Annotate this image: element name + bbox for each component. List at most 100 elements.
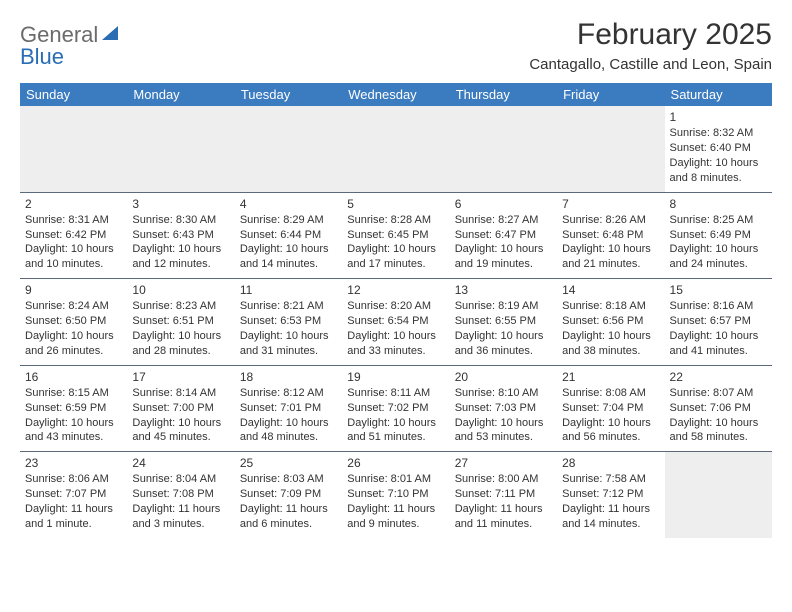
day-daylight2: and 48 minutes. — [240, 430, 337, 445]
day-number: 4 — [240, 196, 337, 212]
day-sunset: Sunset: 6:56 PM — [562, 314, 659, 329]
brand-word2: Blue — [20, 44, 64, 69]
sail-icon — [100, 24, 120, 46]
location-subtitle: Cantagallo, Castille and Leon, Spain — [529, 56, 772, 73]
day-daylight1: Daylight: 10 hours — [132, 242, 229, 257]
calendar-day-cell: 2Sunrise: 8:31 AMSunset: 6:42 PMDaylight… — [20, 192, 127, 279]
calendar-day-cell: 21Sunrise: 8:08 AMSunset: 7:04 PMDayligh… — [557, 365, 664, 452]
day-sunset: Sunset: 6:57 PM — [670, 314, 767, 329]
day-sunset: Sunset: 7:03 PM — [455, 401, 552, 416]
day-daylight2: and 10 minutes. — [25, 257, 122, 272]
day-sunrise: Sunrise: 8:27 AM — [455, 213, 552, 228]
brand-logo: General Blue — [20, 18, 120, 68]
calendar-day-cell: 12Sunrise: 8:20 AMSunset: 6:54 PMDayligh… — [342, 279, 449, 366]
calendar-week-row: 9Sunrise: 8:24 AMSunset: 6:50 PMDaylight… — [20, 279, 772, 366]
calendar-day-cell: 28Sunrise: 7:58 AMSunset: 7:12 PMDayligh… — [557, 452, 664, 538]
day-daylight1: Daylight: 10 hours — [25, 242, 122, 257]
day-number: 21 — [562, 369, 659, 385]
day-sunset: Sunset: 6:43 PM — [132, 228, 229, 243]
day-sunrise: Sunrise: 8:19 AM — [455, 299, 552, 314]
day-sunset: Sunset: 6:44 PM — [240, 228, 337, 243]
day-daylight1: Daylight: 10 hours — [670, 156, 767, 171]
day-number: 14 — [562, 282, 659, 298]
day-number: 11 — [240, 282, 337, 298]
calendar-day-cell: 16Sunrise: 8:15 AMSunset: 6:59 PMDayligh… — [20, 365, 127, 452]
day-sunrise: Sunrise: 8:11 AM — [347, 386, 444, 401]
day-sunrise: Sunrise: 8:08 AM — [562, 386, 659, 401]
day-sunrise: Sunrise: 8:06 AM — [25, 472, 122, 487]
day-header: Tuesday — [235, 83, 342, 106]
day-daylight1: Daylight: 10 hours — [25, 329, 122, 344]
day-daylight1: Daylight: 10 hours — [347, 242, 444, 257]
page-title: February 2025 — [529, 18, 772, 52]
day-daylight1: Daylight: 10 hours — [670, 416, 767, 431]
day-sunrise: Sunrise: 8:16 AM — [670, 299, 767, 314]
day-number: 5 — [347, 196, 444, 212]
calendar-day-cell: 18Sunrise: 8:12 AMSunset: 7:01 PMDayligh… — [235, 365, 342, 452]
day-daylight2: and 28 minutes. — [132, 344, 229, 359]
day-daylight2: and 53 minutes. — [455, 430, 552, 445]
day-number: 6 — [455, 196, 552, 212]
calendar-day-cell: 24Sunrise: 8:04 AMSunset: 7:08 PMDayligh… — [127, 452, 234, 538]
calendar-empty-cell — [20, 106, 127, 192]
day-daylight1: Daylight: 10 hours — [562, 329, 659, 344]
day-number: 13 — [455, 282, 552, 298]
calendar-week-row: 1Sunrise: 8:32 AMSunset: 6:40 PMDaylight… — [20, 106, 772, 192]
day-daylight1: Daylight: 10 hours — [455, 329, 552, 344]
day-sunrise: Sunrise: 8:10 AM — [455, 386, 552, 401]
calendar-day-cell: 23Sunrise: 8:06 AMSunset: 7:07 PMDayligh… — [20, 452, 127, 538]
brand-text: General Blue — [20, 24, 120, 68]
day-sunrise: Sunrise: 8:24 AM — [25, 299, 122, 314]
day-number: 12 — [347, 282, 444, 298]
day-daylight2: and 12 minutes. — [132, 257, 229, 272]
day-sunrise: Sunrise: 8:23 AM — [132, 299, 229, 314]
calendar-day-cell: 9Sunrise: 8:24 AMSunset: 6:50 PMDaylight… — [20, 279, 127, 366]
calendar-day-cell: 5Sunrise: 8:28 AMSunset: 6:45 PMDaylight… — [342, 192, 449, 279]
day-number: 2 — [25, 196, 122, 212]
day-daylight2: and 31 minutes. — [240, 344, 337, 359]
day-daylight2: and 14 minutes. — [240, 257, 337, 272]
day-sunset: Sunset: 6:48 PM — [562, 228, 659, 243]
day-daylight2: and 17 minutes. — [347, 257, 444, 272]
day-sunrise: Sunrise: 8:14 AM — [132, 386, 229, 401]
header: General Blue February 2025 Cantagallo, C… — [20, 18, 772, 73]
calendar-day-cell: 1Sunrise: 8:32 AMSunset: 6:40 PMDaylight… — [665, 106, 772, 192]
calendar-page: General Blue February 2025 Cantagallo, C… — [0, 0, 792, 548]
day-sunrise: Sunrise: 8:00 AM — [455, 472, 552, 487]
day-daylight1: Daylight: 10 hours — [240, 329, 337, 344]
day-daylight2: and 21 minutes. — [562, 257, 659, 272]
calendar-day-cell: 11Sunrise: 8:21 AMSunset: 6:53 PMDayligh… — [235, 279, 342, 366]
day-daylight2: and 26 minutes. — [25, 344, 122, 359]
day-daylight2: and 24 minutes. — [670, 257, 767, 272]
calendar-day-cell: 22Sunrise: 8:07 AMSunset: 7:06 PMDayligh… — [665, 365, 772, 452]
day-daylight1: Daylight: 11 hours — [455, 502, 552, 517]
day-daylight1: Daylight: 10 hours — [562, 242, 659, 257]
day-daylight1: Daylight: 10 hours — [132, 329, 229, 344]
day-sunrise: Sunrise: 8:28 AM — [347, 213, 444, 228]
day-daylight1: Daylight: 11 hours — [562, 502, 659, 517]
calendar-day-cell: 13Sunrise: 8:19 AMSunset: 6:55 PMDayligh… — [450, 279, 557, 366]
day-sunrise: Sunrise: 8:31 AM — [25, 213, 122, 228]
day-number: 18 — [240, 369, 337, 385]
calendar-week-row: 16Sunrise: 8:15 AMSunset: 6:59 PMDayligh… — [20, 365, 772, 452]
day-sunrise: Sunrise: 8:01 AM — [347, 472, 444, 487]
day-number: 9 — [25, 282, 122, 298]
day-number: 24 — [132, 455, 229, 471]
calendar-day-cell: 8Sunrise: 8:25 AMSunset: 6:49 PMDaylight… — [665, 192, 772, 279]
day-number: 19 — [347, 369, 444, 385]
day-sunrise: Sunrise: 8:12 AM — [240, 386, 337, 401]
day-sunset: Sunset: 7:04 PM — [562, 401, 659, 416]
day-number: 17 — [132, 369, 229, 385]
day-sunset: Sunset: 6:51 PM — [132, 314, 229, 329]
day-header: Saturday — [665, 83, 772, 106]
calendar-day-cell: 4Sunrise: 8:29 AMSunset: 6:44 PMDaylight… — [235, 192, 342, 279]
day-sunrise: Sunrise: 8:25 AM — [670, 213, 767, 228]
calendar-day-cell: 15Sunrise: 8:16 AMSunset: 6:57 PMDayligh… — [665, 279, 772, 366]
day-header: Monday — [127, 83, 234, 106]
day-number: 22 — [670, 369, 767, 385]
day-sunrise: Sunrise: 8:26 AM — [562, 213, 659, 228]
day-sunset: Sunset: 7:12 PM — [562, 487, 659, 502]
day-sunset: Sunset: 7:06 PM — [670, 401, 767, 416]
day-daylight2: and 51 minutes. — [347, 430, 444, 445]
day-daylight2: and 14 minutes. — [562, 517, 659, 532]
